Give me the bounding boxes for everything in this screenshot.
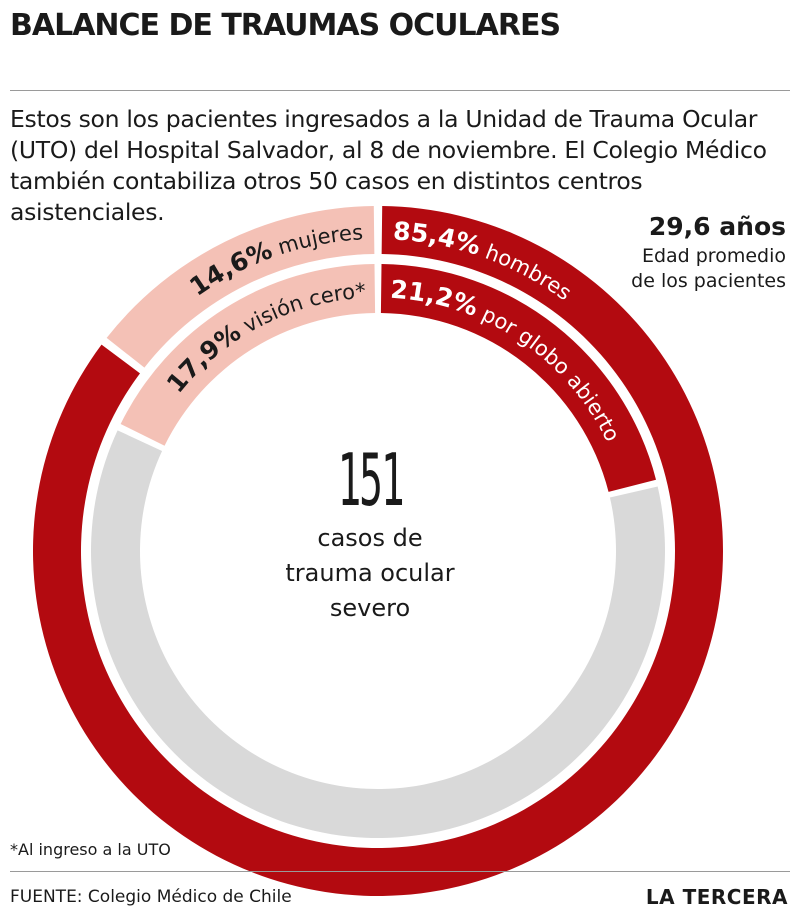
subtitle: Estos son los pacientes ingresados a la … <box>10 105 767 226</box>
footnote: *Al ingreso a la UTO <box>10 840 171 859</box>
age-value: 29,6 años <box>648 212 786 241</box>
total-cases-number: 151 <box>337 438 405 522</box>
bottom-divider <box>10 871 790 872</box>
ring-injury-slice-2 <box>120 264 376 446</box>
total-cases-label-2: trauma ocular <box>285 559 455 587</box>
source: FUENTE: Colegio Médico de Chile <box>10 887 292 907</box>
top-divider <box>10 90 790 91</box>
ring-injury-slice-0 <box>380 264 657 492</box>
total-cases-label-1: casos de <box>317 524 423 552</box>
center-total: 151 casos de trauma ocular severo <box>220 440 520 625</box>
age-desc-line-1: Edad promedio <box>641 245 786 267</box>
ring-injury-slice-1 <box>90 430 665 838</box>
age-desc-line-2: de los pacientes <box>631 270 786 292</box>
ring-gender-slice-1 <box>106 206 375 368</box>
page-title: BALANCE DE TRAUMAS OCULARES <box>10 8 561 43</box>
publisher-logo: LA TERCERA <box>645 885 788 909</box>
age-callout: 29,6 años Edad promedio de los pacientes <box>631 212 786 294</box>
total-cases-label-3: severo <box>329 594 411 622</box>
